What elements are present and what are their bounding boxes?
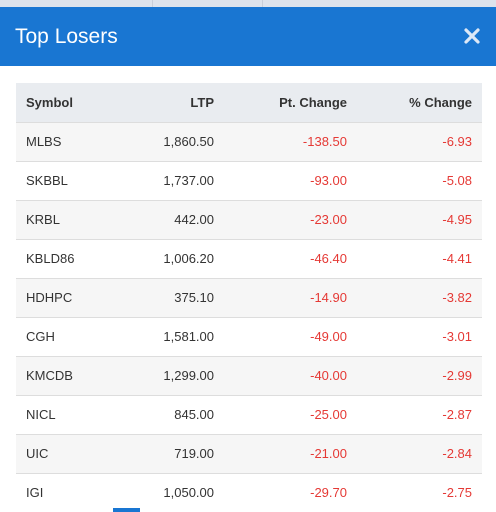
table-row[interactable]: KBLD86 1,006.20 -46.40 -4.41 <box>16 239 482 278</box>
cell-pct-change: -2.84 <box>442 446 472 461</box>
cell-pct-change: -4.41 <box>442 251 472 266</box>
pagination-indicator[interactable] <box>113 508 140 512</box>
strip-divider <box>262 0 263 7</box>
cell-ltp: 1,860.50 <box>163 134 214 149</box>
cell-symbol[interactable]: UIC <box>26 446 49 461</box>
close-icon[interactable] <box>460 24 484 48</box>
cell-symbol[interactable]: MLBS <box>26 134 62 149</box>
cell-ltp: 719.00 <box>174 446 214 461</box>
table-row[interactable]: IGI 1,050.00 -29.70 -2.75 <box>16 473 482 512</box>
cell-ltp: 375.10 <box>174 290 214 305</box>
strip-divider <box>152 0 153 7</box>
cell-pt-change: -40.00 <box>310 368 347 383</box>
cell-ltp: 1,737.00 <box>163 173 214 188</box>
cell-pct-change: -3.82 <box>442 290 472 305</box>
cell-pct-change: -6.93 <box>442 134 472 149</box>
table-row[interactable]: NICL 845.00 -25.00 -2.87 <box>16 395 482 434</box>
cell-ltp: 1,299.00 <box>163 368 214 383</box>
cell-pt-change: -23.00 <box>310 212 347 227</box>
background-page-strip <box>0 0 496 7</box>
cell-pt-change: -29.70 <box>310 485 347 501</box>
cell-symbol[interactable]: IGI <box>26 485 44 501</box>
cell-pt-change: -25.00 <box>310 407 347 422</box>
cell-ltp: 1,006.20 <box>163 251 214 266</box>
cell-pt-change: -93.00 <box>310 173 347 188</box>
table-row[interactable]: KMCDB 1,299.00 -40.00 -2.99 <box>16 356 482 395</box>
cell-ltp: 1,050.00 <box>163 485 214 501</box>
cell-pct-change: -3.01 <box>442 329 472 344</box>
cell-pt-change: -138.50 <box>302 134 347 149</box>
cell-ltp: 845.00 <box>174 407 214 422</box>
cell-symbol[interactable]: CGH <box>26 329 55 344</box>
cell-pct-change: -2.87 <box>442 407 472 422</box>
cell-ltp: 1,581.00 <box>163 329 214 344</box>
cell-pct-change: -5.08 <box>442 173 472 188</box>
column-header-pt-change[interactable]: Pt. Change <box>279 94 347 110</box>
dialog-header: Top Losers <box>0 7 496 66</box>
cell-pt-change: -46.40 <box>310 251 347 266</box>
table-header-row: Symbol LTP Pt. Change % Change <box>16 83 482 122</box>
column-header-pct-change[interactable]: % Change <box>409 94 472 110</box>
table-row[interactable]: HDHPC 375.10 -14.90 -3.82 <box>16 278 482 317</box>
cell-pct-change: -2.75 <box>442 485 472 501</box>
cell-pt-change: -49.00 <box>310 329 347 344</box>
table-row[interactable]: CGH 1,581.00 -49.00 -3.01 <box>16 317 482 356</box>
dialog-title: Top Losers <box>15 25 118 48</box>
cell-symbol[interactable]: SKBBL <box>26 173 68 188</box>
cell-pct-change: -2.99 <box>442 368 472 383</box>
cell-symbol[interactable]: KBLD86 <box>26 251 75 266</box>
table-row[interactable]: UIC 719.00 -21.00 -2.84 <box>16 434 482 473</box>
column-header-ltp[interactable]: LTP <box>190 94 214 110</box>
table-row[interactable]: KRBL 442.00 -23.00 -4.95 <box>16 200 482 239</box>
cell-symbol[interactable]: HDHPC <box>26 290 73 305</box>
cell-symbol[interactable]: KMCDB <box>26 368 73 383</box>
cell-ltp: 442.00 <box>174 212 214 227</box>
cell-symbol[interactable]: NICL <box>26 407 56 422</box>
cell-pct-change: -4.95 <box>442 212 472 227</box>
column-header-symbol[interactable]: Symbol <box>26 94 73 110</box>
top-losers-table: Symbol LTP Pt. Change % Change MLBS 1,860… <box>16 83 482 512</box>
table-row[interactable]: SKBBL 1,737.00 -93.00 -5.08 <box>16 161 482 200</box>
top-losers-panel: Symbol LTP Pt. Change % Change MLBS 1,860… <box>16 83 482 512</box>
table-row[interactable]: MLBS 1,860.50 -138.50 -6.93 <box>16 122 482 161</box>
cell-pt-change: -21.00 <box>310 446 347 461</box>
cell-pt-change: -14.90 <box>310 290 347 305</box>
cell-symbol[interactable]: KRBL <box>26 212 60 227</box>
